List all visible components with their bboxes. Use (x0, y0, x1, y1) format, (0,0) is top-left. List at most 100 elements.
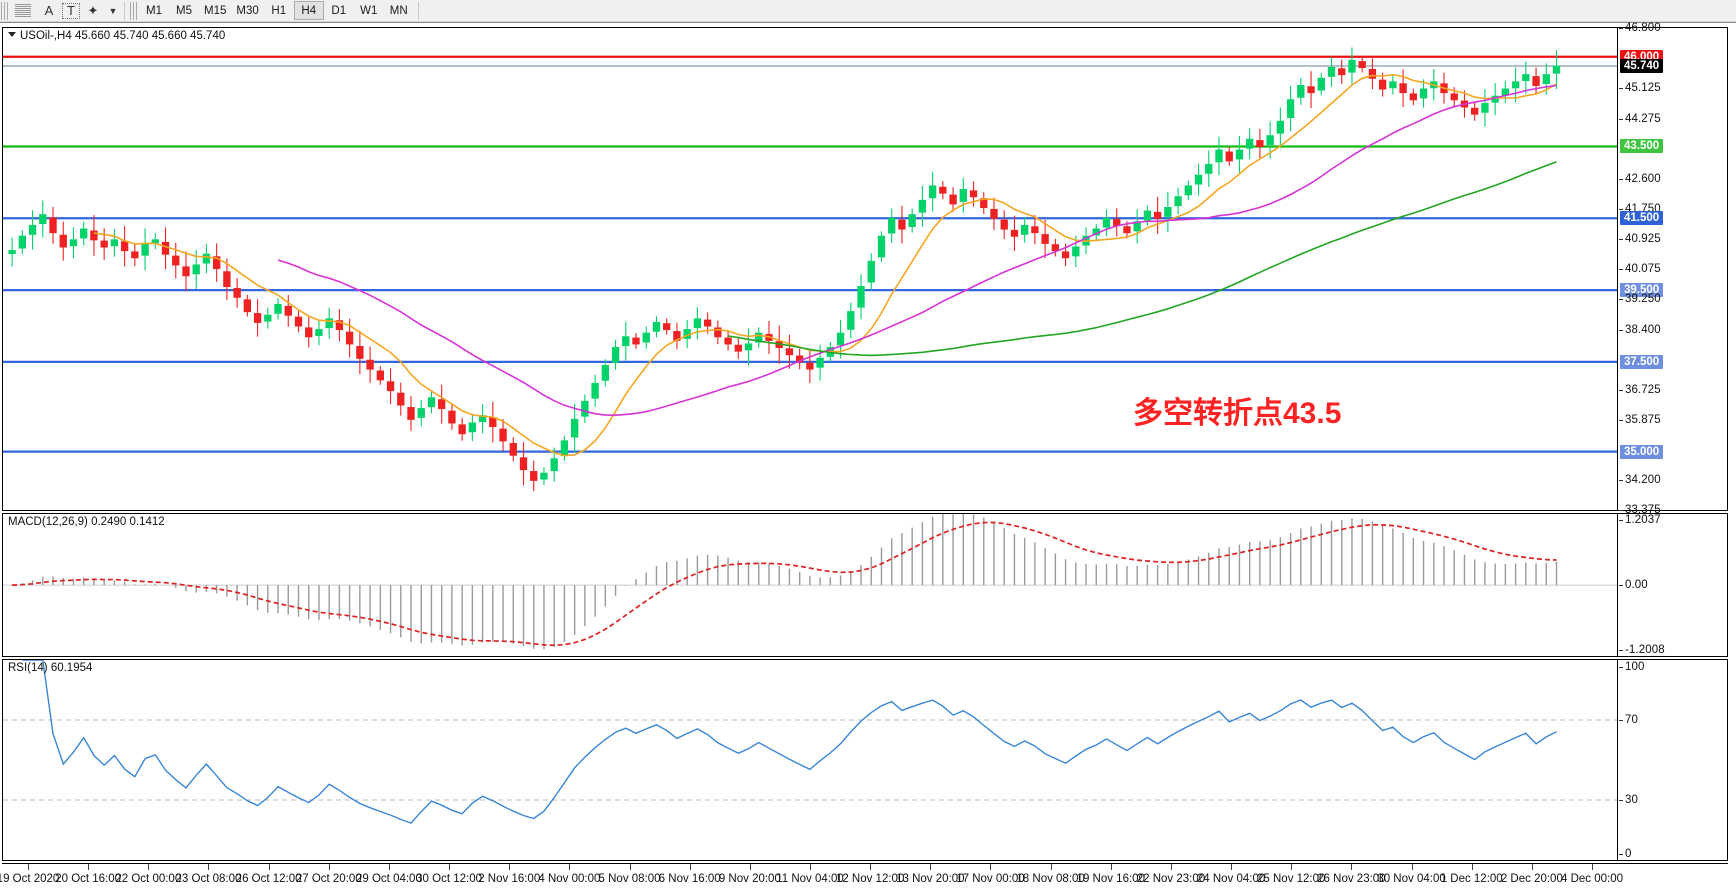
time-axis-tick (1471, 864, 1473, 870)
chart-annotation: 多空转折点43.5 (1133, 397, 1342, 430)
macd-panel[interactable]: MACD(12,26,9) 0.2490 0.1412 1.2037 0.00 -1… (2, 513, 1728, 657)
time-axis-tick (1291, 864, 1293, 870)
rsi-axis-tick: 0 (1619, 848, 1632, 860)
main-toolbar: A T ✦ ▼ M1 M5 M15 M30 H1 H4 D1 W1 MN (0, 0, 1736, 22)
toolbar-divider (124, 1, 125, 20)
rsi-axis-tick: 30 (1619, 794, 1638, 806)
price-level-chip[interactable]: 39.500 (1620, 283, 1664, 298)
time-axis-label: 27 Oct 20:00 (295, 873, 362, 885)
timeframe-w1[interactable]: W1 (360, 4, 378, 17)
price-axis-tick: 42.600 (1619, 172, 1661, 185)
rsi-plot-area[interactable] (3, 660, 1617, 860)
toolbar-divider-2 (417, 1, 419, 20)
objects-icon[interactable]: ✦ (87, 2, 99, 18)
time-axis-tick (388, 864, 390, 870)
time-axis-label: 26 Oct 12:00 (235, 873, 302, 885)
time-axis-label: 22 Oct 00:00 (115, 873, 182, 885)
time-axis-label: 2 Dec 20:00 (1500, 873, 1563, 885)
price-level-chip[interactable]: 35.000 (1620, 444, 1664, 459)
time-axis-tick (1170, 864, 1172, 870)
time-axis-tick (268, 864, 270, 870)
time-axis-label: 19 Oct 2020 (0, 873, 60, 885)
time-axis-tick (509, 864, 511, 870)
macd-axis-tick: 0.00 (1619, 579, 1648, 592)
rsi-series (3, 660, 1617, 824)
current-price-tag: 45.740 (1620, 59, 1664, 74)
toolbar-drag-handle[interactable] (1, 1, 8, 20)
time-axis-label: 24 Nov 04:00 (1196, 873, 1266, 885)
rsi-label: RSI(14) 60.1954 (8, 662, 93, 674)
symbol-ohlc-text: USOil-,H4 45.660 45.740 45.660 45.740 (20, 30, 226, 42)
text-label-icon[interactable]: A (44, 3, 54, 18)
timeframe-mn[interactable]: MN (389, 4, 408, 17)
time-axis-label: 4 Dec 00:00 (1560, 873, 1624, 885)
time-axis-tick (990, 864, 992, 870)
macd-axis[interactable]: 1.2037 0.00 -1.2008 (1617, 514, 1727, 656)
price-level-chip[interactable]: 43.500 (1620, 139, 1664, 154)
time-axis[interactable]: 19 Oct 2020 20 Oct 16:00 22 Oct 00:00 23 Oc… (0, 863, 1728, 891)
time-axis-tick (148, 864, 150, 870)
price-axis-tick: 34.200 (1619, 474, 1661, 487)
rsi-panel[interactable]: RSI(14) 60.1954 100 70 30 0 (2, 659, 1728, 861)
time-axis-tick (930, 864, 932, 870)
time-axis-label: 22 Nov 23:00 (1136, 873, 1206, 885)
symbol-info-label: USOil-,H4 45.660 45.740 45.660 45.740 (8, 30, 225, 42)
text-box-icon[interactable]: T (62, 2, 80, 19)
time-axis-label: 12 Nov 12:00 (835, 873, 905, 885)
chart-frame: USOil-,H4 45.660 45.740 45.660 45.740 46… (0, 22, 1736, 892)
timeframe-drag-handle[interactable] (130, 1, 137, 20)
rsi-axis-tick: 100 (1619, 661, 1645, 673)
time-axis-label: 20 Oct 16:00 (55, 873, 122, 885)
macd-plot-area[interactable] (3, 514, 1617, 656)
time-axis-tick (449, 864, 451, 870)
time-axis-tick (1050, 864, 1052, 870)
timeframe-h4[interactable]: H4 (293, 1, 324, 20)
time-axis-label: 18 Nov 08:00 (1016, 873, 1085, 885)
timeframe-h1[interactable]: H1 (271, 4, 287, 17)
time-axis-tick (1231, 864, 1233, 870)
time-axis-label: 19 Nov 16:00 (1076, 873, 1145, 885)
time-axis-tick (328, 864, 330, 870)
price-axis-tick: 45.125 (1619, 82, 1661, 95)
time-axis-tick (870, 864, 872, 870)
price-axis-tick: 44.275 (1619, 112, 1661, 125)
timeframe-m15[interactable]: M15 (204, 4, 227, 17)
time-axis-tick (1592, 864, 1593, 870)
time-axis-tick (689, 864, 691, 870)
timeframe-d1[interactable]: D1 (331, 4, 347, 17)
price-axis-tick: 46.800 (1619, 22, 1661, 34)
price-level-chip[interactable]: 37.500 (1620, 354, 1664, 369)
time-axis-label: 25 Nov 12:00 (1257, 873, 1326, 885)
price-axis-tick: 40.075 (1619, 263, 1661, 276)
time-axis-label: 17 Nov 00:00 (956, 873, 1025, 885)
time-axis-label: 29 Oct 04:00 (355, 873, 422, 885)
time-axis-tick (208, 864, 210, 870)
price-axis[interactable]: 46.800 46.000 45.125 44.275 43.500 42.600 41.7… (1617, 22, 1727, 516)
time-axis-tick (810, 864, 811, 870)
price-plot-area[interactable] (3, 28, 1617, 510)
price-chart-panel[interactable]: USOil-,H4 45.660 45.740 45.660 45.740 46… (2, 22, 1728, 516)
time-axis-label: 5 Nov 08:00 (598, 873, 661, 885)
time-axis-tick (1411, 864, 1413, 870)
candlestick-series (3, 47, 1617, 492)
rsi-axis-tick: 70 (1619, 714, 1638, 726)
timeframe-m1[interactable]: M1 (146, 4, 162, 17)
collapse-arrow-icon[interactable] (8, 32, 16, 37)
timeframe-m5[interactable]: M5 (176, 4, 192, 17)
price-axis-tick: 40.925 (1619, 232, 1661, 245)
time-axis-tick (28, 864, 29, 870)
timeframe-m30[interactable]: M30 (236, 4, 259, 17)
time-axis-label: 23 Oct 08:00 (175, 873, 242, 885)
time-axis-tick (1531, 864, 1533, 870)
time-axis-label: 6 Nov 16:00 (658, 873, 721, 885)
chevron-down-icon[interactable]: ▼ (108, 5, 118, 16)
rsi-axis[interactable]: 100 70 30 0 (1617, 660, 1727, 860)
time-axis-tick (629, 864, 631, 870)
crosshair-f-icon[interactable] (10, 1, 36, 21)
macd-axis-tick: -1.2008 (1619, 644, 1665, 656)
time-axis-tick (1110, 864, 1112, 870)
time-axis-label: 30 Nov 04:00 (1377, 873, 1446, 885)
time-axis-tick (88, 864, 90, 870)
price-level-chip[interactable]: 41.500 (1620, 211, 1664, 226)
